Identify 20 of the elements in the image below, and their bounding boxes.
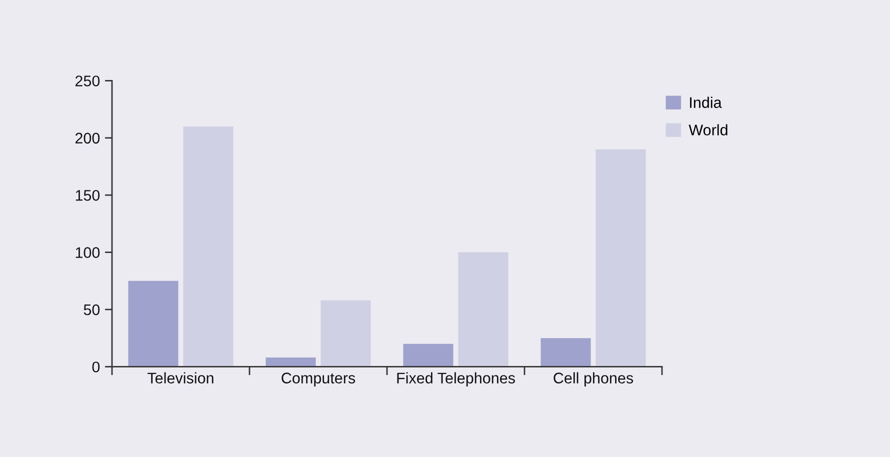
y-tick-label: 50 bbox=[84, 304, 100, 316]
bar bbox=[403, 344, 454, 367]
x-tick-label: Cell phones bbox=[554, 372, 634, 386]
bar bbox=[266, 358, 316, 367]
bar bbox=[458, 252, 508, 367]
bar bbox=[540, 338, 591, 367]
x-tick-label: Computers bbox=[282, 372, 356, 386]
y-tick-label: 100 bbox=[76, 247, 100, 258]
y-tick-label: 0 bbox=[92, 362, 100, 372]
y-tick-label: 200 bbox=[75, 132, 100, 144]
y-tick-label: 150 bbox=[76, 190, 100, 201]
legend-label: World bbox=[688, 124, 728, 136]
bar bbox=[596, 149, 646, 367]
bar bbox=[320, 300, 371, 367]
x-tick-label: Television bbox=[148, 372, 214, 384]
bar bbox=[183, 126, 234, 367]
x-tick-label: Fixed Telephones bbox=[397, 372, 515, 386]
bar bbox=[128, 280, 178, 367]
y-tick-label: 250 bbox=[75, 76, 100, 86]
legend-label: India bbox=[690, 96, 722, 108]
